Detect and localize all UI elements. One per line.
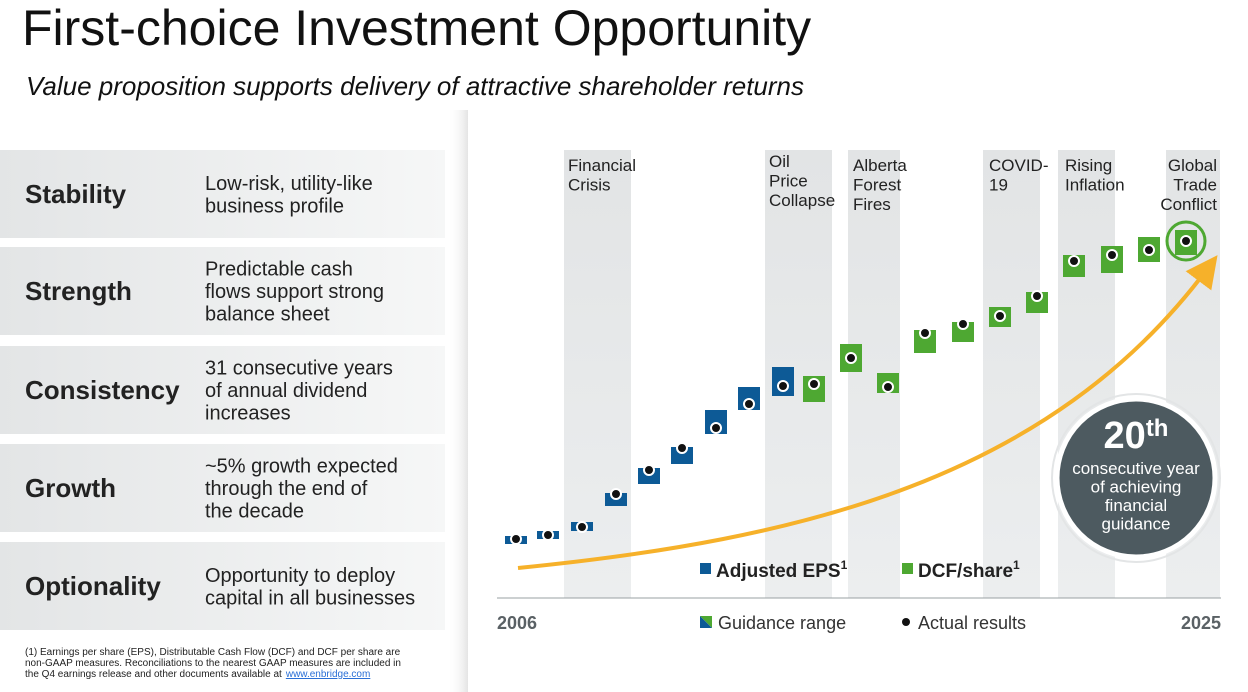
event-label: 19 [989,176,1008,195]
pillar-row [0,150,445,238]
highlight-ring [1165,220,1207,262]
pillar-text: flows support strong [205,281,384,303]
actual-dot [1180,235,1192,247]
pillar-text: ~5% growth expected [205,456,398,478]
event-label: Conflict [1160,195,1217,214]
pillar-row [0,542,445,630]
event-label: Global [1168,156,1217,175]
legend-eps-note: 1 [841,558,848,572]
actual-dot [1068,255,1080,267]
actual-dot [1031,290,1043,302]
badge-text: consecutive year [1072,459,1200,478]
actual-dot [1143,244,1155,256]
actual-dot [542,529,554,541]
badge-text: of achieving [1091,478,1182,497]
pillar-name: Strength [25,276,132,306]
actual-dot [777,380,789,392]
actual-dot [576,521,588,533]
event-label: Financial [568,156,636,175]
actual-dot [510,533,522,545]
badge-num: 20 [1104,415,1146,457]
actual-dot [845,352,857,364]
guidance-box [914,330,936,353]
guidance-box [952,322,974,342]
pillar-text: Low-risk, utility-like [205,173,373,195]
event-label: COVID- [989,156,1049,175]
legend-eps-swatch [700,563,711,574]
actual-dot [994,310,1006,322]
actual-dot [1106,249,1118,261]
pillar-row [0,444,445,532]
badge-text: financial [1105,496,1167,515]
pillar-text: through the end of [205,478,368,500]
event-band [983,150,1040,598]
guidance-box [671,447,693,464]
pillar-text: balance sheet [205,304,330,326]
event-label: Inflation [1065,176,1125,195]
actual-dot [710,422,722,434]
growth-arrow [517,255,1218,570]
actual-dot [676,442,688,454]
title: First-choice Investment Opportunity [22,0,811,56]
pillar-row [0,346,445,434]
pillar-name: Optionality [25,571,161,601]
actual-dot [610,488,622,500]
x-end-label: 2025 [1181,613,1221,633]
event-label: Forest [853,176,901,195]
actual-dot [643,464,655,476]
legend-dcf-text: DCF/share [918,561,1013,582]
actual-dot [882,381,894,393]
legend-eps-text: Adjusted EPS [716,561,841,582]
event-label: Collapse [769,191,835,210]
pillar-text: Opportunity to deploy [205,565,395,587]
legend-actual: Actual results [918,613,1026,633]
pillar-text: Predictable cash [205,259,353,281]
badge-number: 20th [1104,415,1169,457]
actual-dot [808,378,820,390]
pillar-text: increases [205,403,291,425]
pillar-name: Consistency [25,375,180,405]
pillar-name: Stability [25,179,127,209]
legend-dcf-swatch [902,563,913,574]
pillar-row [0,247,445,335]
event-label: Crisis [568,176,611,195]
pillar-text: business profile [205,195,344,217]
guidance-boxes [505,230,1197,545]
event-label: Rising [1065,156,1112,175]
footnote: (1) Earnings per share (EPS), Distributa… [25,647,401,680]
legend-dcf: DCF/share1 [918,558,1020,582]
badge-ring [1051,393,1221,563]
actual-dot [919,327,931,339]
event-label: Price [769,172,808,191]
event-label: Fires [853,195,891,214]
legend-guidance: Guidance range [718,613,846,633]
event-label: Trade [1173,176,1217,195]
pillar-text: of annual dividend [205,380,367,402]
footnote-link: www.enbridge.com [285,669,370,680]
pillar-text: 31 consecutive years [205,358,393,380]
pillar-text: the decade [205,501,304,523]
legend-actual-dot [902,618,910,626]
badge [1054,396,1218,560]
divider-shadow [448,110,468,692]
badge-suffix: th [1146,415,1169,442]
footnote-line: (1) Earnings per share (EPS), Distributa… [25,647,401,658]
actual-dot [957,318,969,330]
event-label: Oil [769,152,790,171]
footnote-line: the Q4 earnings release and other docume… [25,669,282,680]
legend-eps: Adjusted EPS1 [716,558,848,582]
badge-text: guidance [1101,515,1170,534]
pillar-name: Growth [25,473,116,503]
actual-dot [743,398,755,410]
pillar-text: capital in all businesses [205,587,415,609]
legend-guidance-icon [700,616,712,628]
event-label: Alberta [853,156,907,175]
x-start-label: 2006 [497,613,537,633]
footnote-line: non-GAAP measures. Reconciliations to th… [25,658,401,669]
legend-dcf-note: 1 [1013,558,1020,572]
subtitle: Value proposition supports delivery of a… [26,71,804,101]
